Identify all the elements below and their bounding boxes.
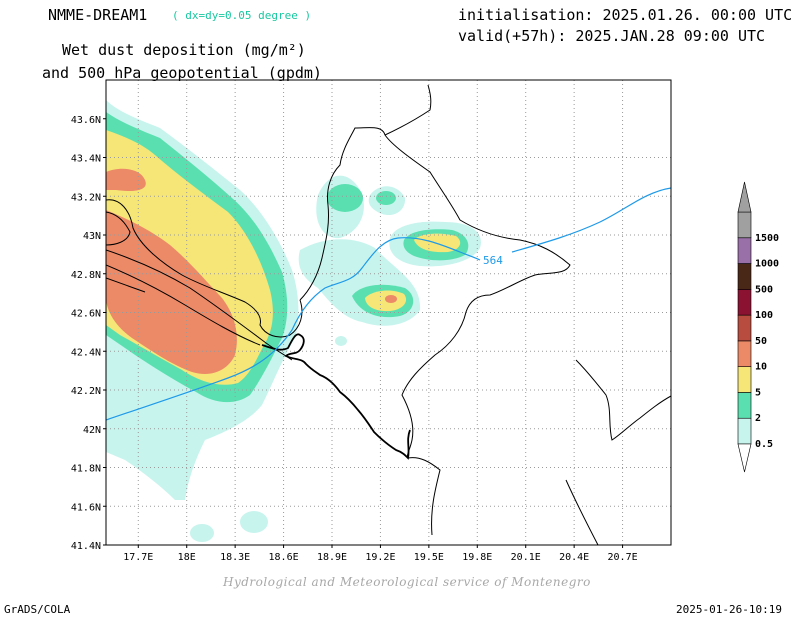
lon-tick-label: 20.7E	[608, 552, 638, 563]
colorbar-level-label: 1000	[755, 259, 779, 270]
lat-tick-label: 42.4N	[71, 347, 101, 358]
colorbar-top-arrow	[737, 181, 752, 213]
coordinate-grid	[106, 80, 671, 545]
colorbar-box	[737, 392, 752, 419]
montenegro-coast	[261, 333, 411, 460]
init-time: initialisation: 2025.01.26. 00:00 UTC	[458, 6, 793, 24]
lat-tick-label: 42.8N	[71, 270, 101, 281]
colorbar-box	[737, 314, 752, 342]
lat-tick-label: 42.2N	[71, 386, 101, 397]
contour-label: 564	[483, 254, 503, 267]
lon-tick-label: 20.4E	[559, 552, 589, 563]
lon-tick-label: 20.1E	[511, 552, 541, 563]
valid-time: valid(+57h): 2025.JAN.28 09:00 UTC	[458, 27, 766, 45]
colorbar-level-label: 1500	[755, 233, 779, 244]
map-title-line1: Wet dust deposition (mg/m²)	[62, 41, 306, 59]
model-name: NMME-DREAM1	[48, 6, 148, 24]
colorbar-box	[737, 366, 752, 393]
lat-tick-label: 41.6N	[71, 502, 101, 513]
lat-tick-label: 42N	[83, 425, 101, 436]
colorbar-level-label: 5	[755, 387, 761, 398]
colorbar-box	[737, 340, 752, 367]
colorbar-box	[737, 211, 752, 239]
colorbar-box	[737, 289, 752, 316]
colorbar-level-label: 50	[755, 336, 767, 347]
dust-level-10	[106, 168, 397, 375]
dust-shading	[106, 100, 481, 542]
lat-tick-label: 43.4N	[71, 154, 101, 165]
lat-tick-label: 43N	[83, 231, 101, 242]
lat-tick-label: 43.2N	[71, 192, 101, 203]
colorbar-box	[737, 237, 752, 264]
lon-tick-label: 17.7E	[123, 552, 153, 563]
colorbar-level-label: 500	[755, 284, 773, 295]
map-title-line2: and 500 hPa geopotential (gpdm)	[42, 64, 322, 82]
lon-tick-label: 18E	[178, 552, 196, 563]
lon-tick-label: 19.8E	[462, 552, 492, 563]
geopotential-contour-564	[106, 187, 671, 421]
lat-tick-label: 41.8N	[71, 464, 101, 475]
lon-tick-label: 19.5E	[414, 552, 444, 563]
borders	[106, 84, 671, 545]
colorbar-level-label: 0.5	[755, 439, 773, 450]
colorbar-legend: 0.5 2 5 10 50 100 500 1000 1500	[737, 181, 779, 473]
lon-tick-label: 18.3E	[220, 552, 250, 563]
lon-tick-label: 18.6E	[269, 552, 299, 563]
colorbar-level-label: 2	[755, 413, 761, 424]
lat-tick-label: 42.6N	[71, 309, 101, 320]
lon-tick-label: 18.9E	[317, 552, 347, 563]
lon-tick-label: 19.2E	[365, 552, 395, 563]
credit-text: Hydrological and Meteorological service …	[223, 575, 591, 589]
colorbar-box	[737, 263, 752, 290]
latitude-labels: 43.6N 43.4N 43.2N 43N 42.8N 42.6N 42.4N 42.2N 42…	[71, 115, 106, 552]
longitude-labels: 17.7E 18E 18.3E 18.6E 18.9E 19.2E 19.5E 19.8E 20…	[123, 545, 638, 563]
colorbar-bottom-arrow	[737, 443, 752, 473]
colorbar-level-label: 10	[755, 362, 767, 373]
software-label: GrADS/COLA	[4, 603, 71, 616]
colorbar-box	[737, 417, 752, 445]
lat-tick-label: 41.4N	[71, 541, 101, 552]
colorbar-level-label: 100	[755, 310, 773, 321]
model-resolution: ( dx=dy=0.05 degree )	[172, 9, 312, 22]
lat-tick-label: 43.6N	[71, 115, 101, 126]
timestamp: 2025-01-26-10:19	[676, 603, 782, 616]
